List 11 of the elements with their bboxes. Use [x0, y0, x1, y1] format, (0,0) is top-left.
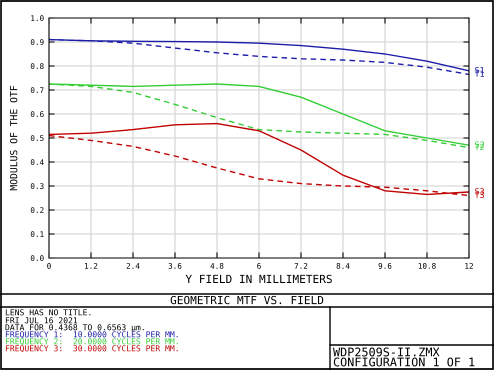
text: FRI JUL 16 2021: [6, 317, 78, 324]
text: FREQUENCY 2: 20.0000 CYCLES PER MM.: [6, 338, 178, 346]
text: CONFIGURATION 1 OF 1: [334, 358, 474, 366]
text: FREQUENCY 3: 30.0000 CYCLES PER MM.: [6, 345, 178, 352]
text: GEOMETRIC MTF VS. FIELD: [170, 296, 324, 304]
text: WDP2509S-II.ZMX: [333, 348, 440, 356]
text: FREQUENCY 1: 10.0000 CYCLES PER MM.: [6, 331, 178, 338]
y-axis-title: MODULUS OF THE OTF: [10, 86, 18, 190]
text: DATA FOR 0.4368 TO 0.6563 µm.: [6, 324, 144, 332]
x-axis-title: Y FIELD IN MILLIMETERS: [186, 274, 332, 284]
text: LENS HAS NO TITLE.: [6, 309, 90, 316]
